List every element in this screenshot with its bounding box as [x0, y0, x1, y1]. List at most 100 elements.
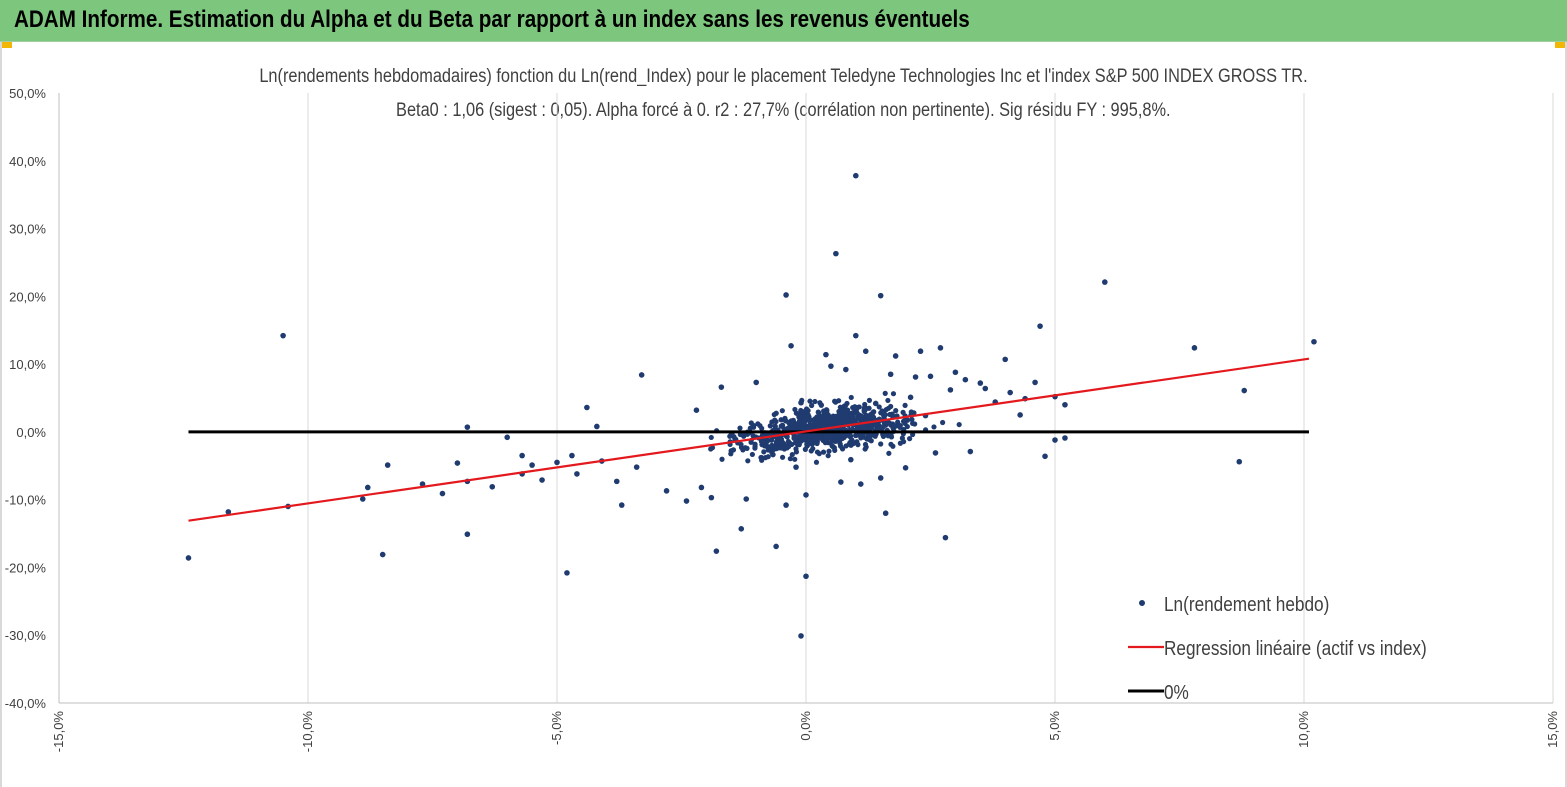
scatter-point-cluster — [778, 445, 785, 451]
scatter-point — [225, 509, 232, 515]
scatter-point — [1311, 338, 1317, 345]
scatter-point — [1002, 356, 1008, 363]
scatter-point-cluster — [816, 435, 822, 441]
scatter-point-cluster — [880, 424, 886, 430]
scatter-point-cluster — [868, 425, 875, 431]
scatter-point — [638, 372, 645, 378]
scatter-point-cluster — [806, 432, 812, 438]
scatter-point — [359, 496, 366, 502]
scatter-point-cluster — [793, 424, 799, 430]
scatter-point-cluster — [805, 407, 811, 414]
scatter-point — [504, 434, 511, 441]
series-lines-layer — [188, 357, 1310, 522]
scatter-point-cluster — [908, 409, 914, 415]
scatter-point-cluster — [767, 423, 773, 429]
scatter-point-cluster — [747, 425, 753, 431]
scatter-point — [718, 384, 725, 390]
scatter-point — [857, 481, 864, 487]
scatter-point-cluster — [752, 441, 758, 447]
scatter-point — [892, 353, 899, 359]
scatter-point-cluster — [779, 454, 786, 460]
scatter-point-cluster — [836, 411, 842, 417]
chart-title-line-1: Ln(rendements hebdomadaires) fonction du… — [0, 66, 1567, 88]
dense-cluster-layer — [708, 390, 962, 465]
scatter-point — [379, 551, 386, 558]
scatter-point-cluster — [825, 453, 831, 459]
scatter-point — [843, 366, 849, 373]
scatter-point-cluster — [931, 424, 937, 430]
scatter-point — [753, 379, 759, 386]
scatter-point-cluster — [813, 459, 820, 465]
scatter-point-cluster — [749, 451, 755, 458]
scatter-point — [464, 531, 471, 538]
scatter-point-cluster — [785, 438, 792, 445]
scatter-point-cluster — [912, 421, 918, 427]
scatter-point — [489, 483, 496, 490]
scatter-point — [713, 548, 720, 554]
scatter-point-cluster — [758, 438, 764, 445]
scatter-point-cluster — [807, 398, 813, 404]
scatter-point — [798, 633, 804, 639]
chart-title-line-1-text: Ln(rendements hebdomadaires) fonction du… — [259, 66, 1308, 87]
scatter-point-cluster — [886, 450, 892, 456]
x-tick-label: -10,0% — [300, 711, 315, 753]
scatter-point-cluster — [795, 411, 801, 417]
scatter-point — [952, 369, 959, 376]
scatter-point — [633, 464, 640, 470]
scatter-point — [773, 543, 779, 550]
scatter-point-cluster — [891, 423, 897, 429]
scatter-point-cluster — [888, 441, 894, 447]
legend-label-regression: Regression linéaire (actif vs index) — [1164, 637, 1427, 660]
scatter-point-cluster — [824, 410, 830, 416]
banner-corner-right — [1555, 42, 1567, 48]
scatter-point-cluster — [816, 409, 822, 416]
scatter-point-cluster — [878, 441, 884, 447]
scatter-point-cluster — [769, 437, 775, 443]
scatter-point — [877, 292, 884, 299]
scatter-point-cluster — [897, 424, 903, 431]
scatter-point — [947, 387, 954, 393]
y-tick-label: -10,0% — [5, 493, 47, 508]
scatter-point — [783, 292, 789, 298]
scatter-point — [803, 492, 809, 498]
scatter-point — [1007, 389, 1013, 396]
scatter-point-cluster — [752, 445, 758, 451]
scatter-point-cluster — [899, 435, 905, 441]
legend-marker-scatter — [1139, 600, 1145, 606]
scatter-point-cluster — [765, 447, 771, 453]
scatter-point-cluster — [866, 397, 873, 403]
scatter-point-cluster — [880, 411, 886, 417]
scatter-point-cluster — [812, 398, 818, 405]
scatter-point-cluster — [841, 403, 847, 409]
report-title: ADAM Informe. Estimation du Alpha et du … — [14, 6, 970, 33]
chart-title-line-2-text: Beta0 : 1,06 (sigest : 0,05). Alpha forc… — [396, 100, 1171, 121]
scatter-point — [917, 348, 924, 355]
scatter-point-cluster — [792, 435, 798, 441]
scatter-point — [1062, 401, 1068, 408]
scatter-point — [848, 456, 854, 463]
scatter-point — [862, 348, 869, 355]
scatter-point-cluster — [795, 441, 801, 448]
scatter-point-cluster — [907, 436, 913, 442]
scatter-point-cluster — [836, 398, 842, 404]
scatter-point-cluster — [940, 419, 946, 426]
scatter-point — [853, 172, 859, 179]
scatter-point — [1037, 323, 1043, 329]
scatter-point — [564, 570, 570, 576]
scatter-point — [529, 462, 535, 468]
scatter-point — [977, 380, 984, 386]
scatter-points-layer — [185, 172, 1317, 639]
scatter-point-cluster — [862, 404, 868, 411]
scatter-point — [803, 573, 809, 580]
scatter-point-cluster — [812, 432, 818, 438]
scatter-point-cluster — [789, 425, 795, 432]
chart-frame — [0, 42, 1567, 787]
scatter-point — [788, 343, 794, 349]
x-tick-label: 5,0% — [1047, 711, 1062, 741]
scatter-point — [967, 448, 974, 455]
scatter-point — [932, 450, 939, 456]
scatter-point — [1236, 458, 1243, 465]
y-tick-label: -30,0% — [5, 628, 47, 643]
scatter-point — [1241, 387, 1248, 394]
scatter-point-cluster — [841, 416, 847, 422]
